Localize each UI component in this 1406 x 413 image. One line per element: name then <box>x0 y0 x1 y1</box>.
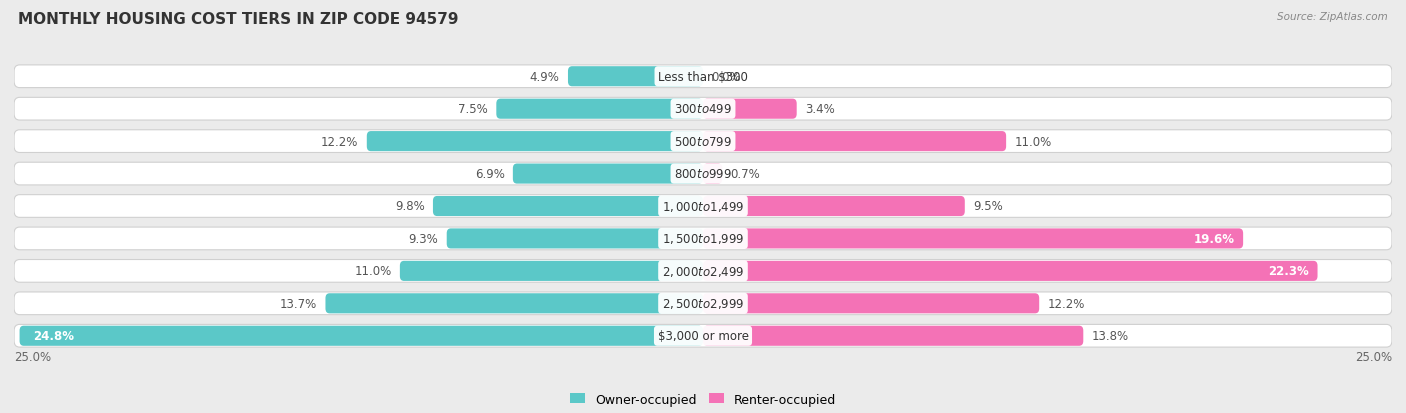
FancyBboxPatch shape <box>703 100 797 119</box>
FancyBboxPatch shape <box>703 294 1039 313</box>
FancyBboxPatch shape <box>14 195 1392 218</box>
FancyBboxPatch shape <box>325 294 703 313</box>
Text: $300 to $499: $300 to $499 <box>673 103 733 116</box>
Text: 0.7%: 0.7% <box>731 168 761 180</box>
FancyBboxPatch shape <box>14 292 1392 315</box>
FancyBboxPatch shape <box>703 326 1083 346</box>
FancyBboxPatch shape <box>513 164 703 184</box>
Text: 24.8%: 24.8% <box>34 330 75 342</box>
Text: 9.3%: 9.3% <box>409 233 439 245</box>
FancyBboxPatch shape <box>496 100 703 119</box>
FancyBboxPatch shape <box>367 132 703 152</box>
FancyBboxPatch shape <box>20 326 703 346</box>
FancyBboxPatch shape <box>14 131 1392 153</box>
Text: 25.0%: 25.0% <box>14 351 51 363</box>
Text: 19.6%: 19.6% <box>1194 233 1234 245</box>
Text: $2,500 to $2,999: $2,500 to $2,999 <box>662 297 744 311</box>
FancyBboxPatch shape <box>14 228 1392 250</box>
Text: $500 to $799: $500 to $799 <box>673 135 733 148</box>
Text: 4.9%: 4.9% <box>530 71 560 83</box>
Text: 11.0%: 11.0% <box>354 265 392 278</box>
FancyBboxPatch shape <box>703 132 1007 152</box>
FancyBboxPatch shape <box>568 67 703 87</box>
Text: 3.4%: 3.4% <box>806 103 835 116</box>
Text: 9.5%: 9.5% <box>973 200 1002 213</box>
Text: 11.0%: 11.0% <box>1014 135 1052 148</box>
Text: 22.3%: 22.3% <box>1268 265 1309 278</box>
Legend: Owner-occupied, Renter-occupied: Owner-occupied, Renter-occupied <box>565 388 841 411</box>
Text: Source: ZipAtlas.com: Source: ZipAtlas.com <box>1277 12 1388 22</box>
Text: $800 to $999: $800 to $999 <box>673 168 733 180</box>
Text: 7.5%: 7.5% <box>458 103 488 116</box>
Text: 12.2%: 12.2% <box>1047 297 1085 310</box>
FancyBboxPatch shape <box>14 66 1392 88</box>
Text: $3,000 or more: $3,000 or more <box>658 330 748 342</box>
Text: 13.8%: 13.8% <box>1091 330 1129 342</box>
Text: 9.8%: 9.8% <box>395 200 425 213</box>
Text: $1,000 to $1,499: $1,000 to $1,499 <box>662 199 744 214</box>
FancyBboxPatch shape <box>14 163 1392 185</box>
FancyBboxPatch shape <box>703 229 1243 249</box>
Text: 25.0%: 25.0% <box>1355 351 1392 363</box>
Text: Less than $300: Less than $300 <box>658 71 748 83</box>
FancyBboxPatch shape <box>703 261 1317 281</box>
Text: 13.7%: 13.7% <box>280 297 318 310</box>
Text: 6.9%: 6.9% <box>475 168 505 180</box>
Text: MONTHLY HOUSING COST TIERS IN ZIP CODE 94579: MONTHLY HOUSING COST TIERS IN ZIP CODE 9… <box>18 12 458 27</box>
FancyBboxPatch shape <box>14 325 1392 347</box>
Text: $1,500 to $1,999: $1,500 to $1,999 <box>662 232 744 246</box>
FancyBboxPatch shape <box>14 98 1392 121</box>
FancyBboxPatch shape <box>703 164 723 184</box>
Text: $2,000 to $2,499: $2,000 to $2,499 <box>662 264 744 278</box>
Text: 0.0%: 0.0% <box>711 71 741 83</box>
FancyBboxPatch shape <box>399 261 703 281</box>
Text: 12.2%: 12.2% <box>321 135 359 148</box>
FancyBboxPatch shape <box>433 197 703 216</box>
FancyBboxPatch shape <box>14 260 1392 282</box>
FancyBboxPatch shape <box>703 197 965 216</box>
FancyBboxPatch shape <box>447 229 703 249</box>
